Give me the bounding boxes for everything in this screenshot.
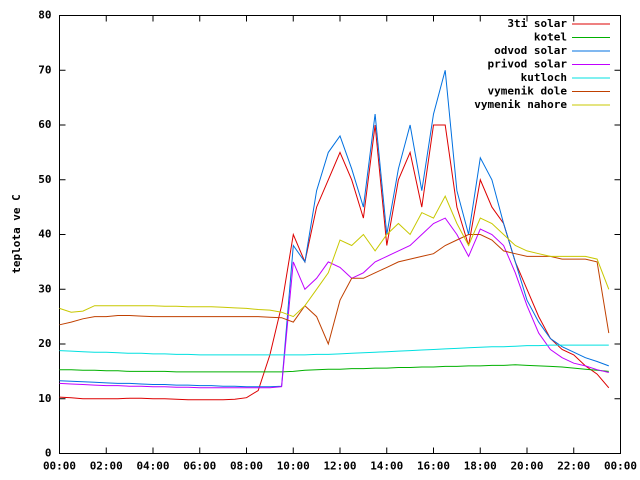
series-line	[59, 364, 609, 373]
legend-label: vymenik nahore	[474, 98, 567, 111]
y-tick-label: 40	[38, 228, 51, 241]
x-tick-label: 06:00	[183, 460, 216, 473]
series-line	[59, 344, 609, 356]
legend-label: odvod solar	[494, 44, 567, 57]
x-tick-label: 16:00	[417, 460, 450, 473]
x-tick-label: 08:00	[230, 460, 263, 473]
y-tick-label: 60	[38, 118, 51, 131]
y-tick-label: 50	[38, 173, 51, 186]
y-tick-label: 30	[38, 282, 51, 295]
x-tick-label: 18:00	[464, 460, 497, 473]
x-tick-label: 04:00	[136, 460, 169, 473]
y-tick-label: 70	[38, 63, 51, 76]
x-tick-label: 20:00	[510, 460, 543, 473]
x-tick-label: 10:00	[277, 460, 310, 473]
y-tick-label: 0	[45, 447, 52, 460]
x-tick-label: 12:00	[323, 460, 356, 473]
legend-label: kotel	[534, 31, 567, 44]
legend-label: kutloch	[521, 71, 567, 84]
y-axis-label: teplota ve C	[10, 194, 23, 273]
y-tick-label: 10	[38, 392, 51, 405]
series-line	[59, 217, 609, 389]
y-tick-label: 80	[38, 9, 51, 22]
series-line	[59, 70, 609, 388]
x-tick-label: 22:00	[557, 460, 590, 473]
x-tick-label: 00:00	[43, 460, 76, 473]
y-tick-label: 20	[38, 337, 51, 350]
series-line	[59, 124, 610, 401]
x-tick-label: 14:00	[370, 460, 403, 473]
legend-label: privod solar	[488, 58, 568, 71]
x-tick-label: 02:00	[90, 460, 123, 473]
legend-label: vymenik dole	[488, 85, 568, 98]
legend-label: 3ti solar	[507, 17, 567, 30]
x-tick-label: 00:00	[604, 460, 637, 473]
series-line	[59, 195, 610, 318]
series-line	[59, 234, 610, 346]
